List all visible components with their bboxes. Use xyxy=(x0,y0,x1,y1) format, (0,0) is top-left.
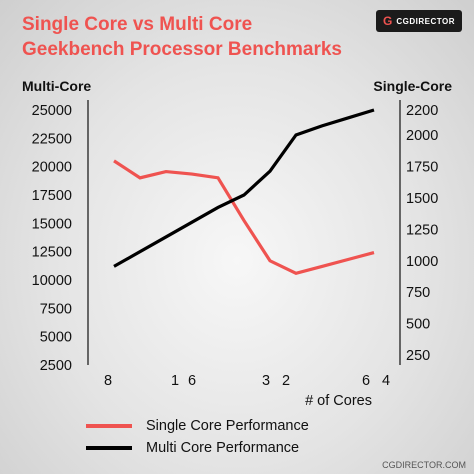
x-axis-title: # of Cores xyxy=(305,393,372,409)
right-tick-label-8: 250 xyxy=(406,348,430,364)
website-credit: CGDIRECTOR.COM xyxy=(382,460,466,470)
left-tick-label-6: 10000 xyxy=(32,273,72,289)
logo-mark: G xyxy=(383,14,393,28)
left-tick-label-0: 25000 xyxy=(32,103,72,119)
right-tick-label-5: 1000 xyxy=(406,254,438,270)
right-tick-label-0: 2200 xyxy=(406,103,438,119)
left-tick-label-8: 5000 xyxy=(40,330,72,346)
right-axis-title: Single-Core xyxy=(373,78,452,94)
legend-label-multi-core: Multi Core Performance xyxy=(146,440,300,456)
left-tick-label-3: 17500 xyxy=(32,188,72,204)
right-tick-label-7: 500 xyxy=(406,317,430,333)
x-tick-label-2-0: 3 xyxy=(262,373,270,389)
series-line-multi-core xyxy=(113,108,375,268)
logo-text: CGDIRECTOR xyxy=(396,16,455,26)
x-tick-label-0-0: 8 xyxy=(104,373,112,389)
left-tick-label-2: 20000 xyxy=(32,160,72,176)
left-tick-label-9: 2500 xyxy=(40,358,72,374)
legend-swatch-multi-core xyxy=(86,446,132,450)
chart-title-line-2: Geekbench Processor Benchmarks xyxy=(22,39,342,60)
chart-title-line-1: Single Core vs Multi Core xyxy=(22,14,253,35)
left-axis-title: Multi-Core xyxy=(22,78,92,94)
right-tick-label-1: 2000 xyxy=(406,128,438,144)
brand-logo: G CGDIRECTOR xyxy=(376,10,462,32)
legend-swatch-single-core xyxy=(86,424,132,428)
x-tick-label-3-0: 6 xyxy=(362,373,370,389)
right-tick-label-2: 1750 xyxy=(406,160,438,176)
right-tick-label-6: 750 xyxy=(406,285,430,301)
x-tick-label-1-1: 6 xyxy=(188,373,196,389)
legend-item-single-core: Single Core Performance xyxy=(86,415,309,437)
series-line-single-core xyxy=(113,159,375,276)
x-tick-label-3-1: 4 xyxy=(382,373,390,389)
x-tick-label-1-0: 1 xyxy=(171,373,179,389)
legend-label-single-core: Single Core Performance xyxy=(146,418,309,434)
chart-legend: Single Core Performance Multi Core Perfo… xyxy=(86,415,309,459)
left-tick-label-5: 12500 xyxy=(32,245,72,261)
left-tick-label-1: 22500 xyxy=(32,131,72,147)
right-tick-label-3: 1500 xyxy=(406,191,438,207)
right-tick-label-4: 1250 xyxy=(406,222,438,238)
x-tick-label-2-1: 2 xyxy=(282,373,290,389)
left-tick-label-4: 15000 xyxy=(32,216,72,232)
legend-item-multi-core: Multi Core Performance xyxy=(86,437,309,459)
chart-title: Single Core vs Multi Core Geekbench Proc… xyxy=(22,12,342,62)
left-tick-label-7: 7500 xyxy=(40,301,72,317)
